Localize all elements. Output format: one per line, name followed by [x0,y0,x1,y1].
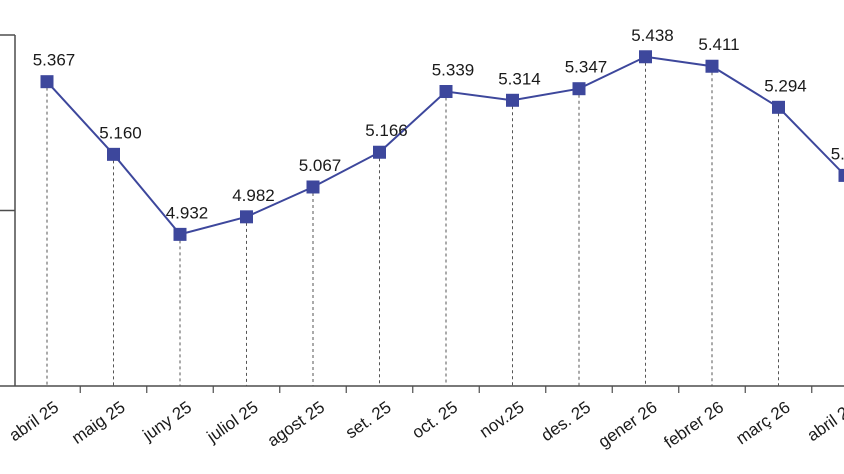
data-point [639,50,652,64]
x-tick-label: maig 25 [68,398,128,448]
x-tick-labels: abril 25 maig 25 juny 25 juliol 25 agost 25 s… [6,398,844,453]
chart-axes [0,34,844,393]
x-tick-label: agost 25 [264,398,328,451]
x-tick-label: des. 25 [538,398,595,446]
data-label: 5.067 [299,156,342,175]
data-point [572,82,586,96]
data-point [40,75,54,89]
data-label: 5.411 [698,35,739,54]
data-series [40,50,844,241]
drop-lines [46,56,779,386]
data-point [240,210,253,224]
data-point [838,168,844,182]
data-point [772,100,785,114]
x-tick-label: abril 26 [804,398,844,446]
data-point [373,145,386,159]
x-tick-label: febrer 26 [661,398,728,453]
data-label: 5.100 [831,144,844,163]
data-label: 5.347 [565,58,608,77]
data-label: 4.982 [232,186,275,205]
data-point [439,85,453,99]
data-label: 5.339 [432,61,475,80]
x-tick-label: juny 25 [139,398,196,446]
x-tick-label: oct. 25 [408,398,461,443]
data-point [107,147,120,161]
data-label: 5.160 [99,123,142,142]
data-label: 5.438 [631,26,674,45]
data-label: 5.294 [764,76,807,95]
data-label: 4.932 [166,203,209,222]
x-tick-label: nov.25 [476,398,528,442]
x-tick-label: set. 25 [342,398,395,443]
data-point [506,93,519,107]
data-point [306,180,320,194]
x-tick-label: març 26 [732,398,793,449]
data-point [173,227,187,241]
data-label: 5.166 [365,121,408,140]
data-label: 5.314 [498,69,541,88]
x-tick-label: gener 26 [595,398,661,452]
data-labels: 5.367 5.160 4.932 4.982 5.067 5.166 5.339 5.314… [33,26,844,223]
x-tick-label: juliol 25 [203,398,262,447]
x-tick-label: abril 25 [6,398,63,446]
data-label: 5.367 [33,51,76,70]
data-point [705,59,719,73]
